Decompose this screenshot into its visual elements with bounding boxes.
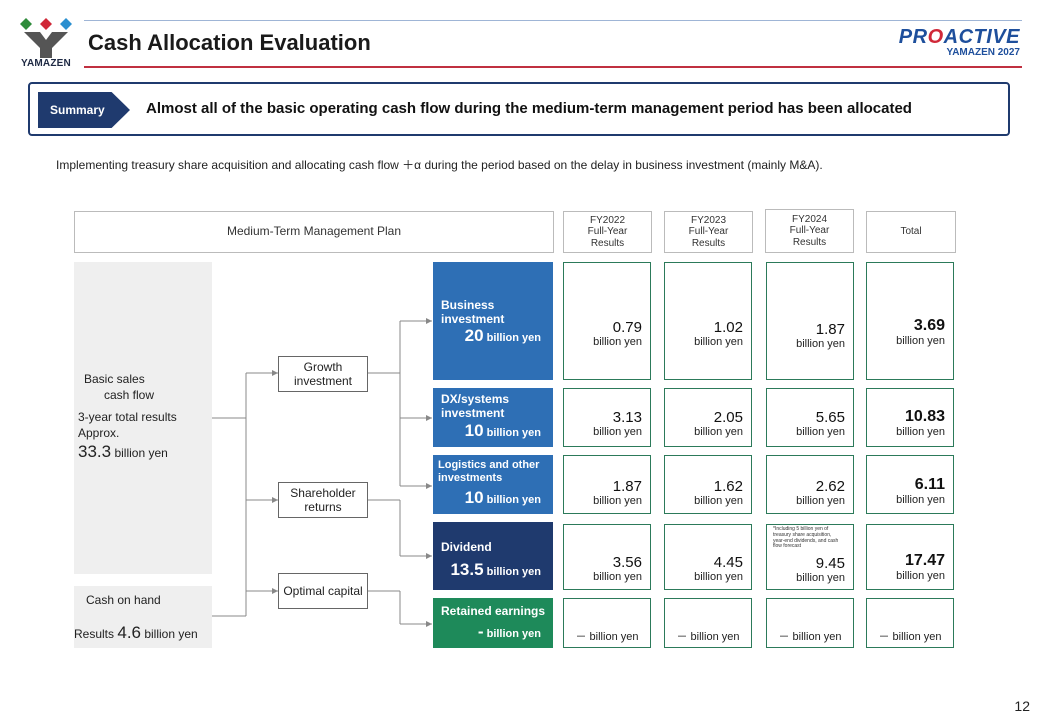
optimal-capital-box: Optimal capital bbox=[278, 573, 368, 609]
cell-retained-fy2022: － billion yen bbox=[563, 598, 651, 648]
header-fy2024: FY2024 Full-Year Results bbox=[765, 209, 854, 253]
cell-dx-total: 10.83 billion yen bbox=[866, 388, 954, 447]
cash-label: Cash on hand bbox=[86, 593, 161, 607]
page-number: 12 bbox=[1014, 698, 1030, 714]
cash-value: Results 4.6 billion yen bbox=[74, 623, 198, 642]
basic-line4: Approx. bbox=[78, 426, 120, 440]
cell-business-fy2024: 1.87 billion yen bbox=[766, 262, 854, 380]
category-retained-earnings: Retained earnings - billion yen bbox=[433, 598, 553, 648]
category-dx-systems: DX/systems investment 10 billion yen bbox=[433, 388, 553, 447]
shareholder-returns-box: Shareholder returns bbox=[278, 482, 368, 518]
category-dividend: Dividend 13.5 billion yen bbox=[433, 522, 553, 590]
cell-dividend-total: 17.47 billion yen bbox=[866, 524, 954, 590]
cell-logistics-total: 6.11 billion yen bbox=[866, 455, 954, 514]
cell-business-fy2022: 0.79 billion yen bbox=[563, 262, 651, 380]
growth-investment-box: Growth investment bbox=[278, 356, 368, 392]
brand-sub-text: YAMAZEN 2027 bbox=[946, 47, 1020, 58]
cell-dx-fy2022: 3.13 billion yen bbox=[563, 388, 651, 447]
header-fy2023: FY2023 Full-Year Results bbox=[664, 211, 753, 253]
dividend-note: *Including 5 billion yen of treasury sha… bbox=[773, 526, 839, 550]
summary-tag: Summary bbox=[38, 92, 130, 128]
header-rule-bottom bbox=[84, 66, 1022, 68]
page-title: Cash Allocation Evaluation bbox=[88, 30, 371, 55]
brand-logo: PROACTIVE YAMAZEN 2027 bbox=[880, 26, 1020, 58]
yamazen-logo-icon bbox=[20, 18, 72, 58]
cell-business-fy2023: 1.02 billion yen bbox=[664, 262, 752, 380]
brand-main-text: PROACTIVE bbox=[898, 26, 1020, 48]
cell-business-total: 3.69 billion yen bbox=[866, 262, 954, 380]
header-total: Total bbox=[866, 211, 956, 253]
cell-dividend-fy2024: *Including 5 billion yen of treasury sha… bbox=[766, 524, 854, 590]
cell-logistics-fy2022: 1.87 billion yen bbox=[563, 455, 651, 514]
cell-dx-fy2024: 5.65 billion yen bbox=[766, 388, 854, 447]
cell-logistics-fy2024: 2.62 billion yen bbox=[766, 455, 854, 514]
summary-text: Almost all of the basic operating cash f… bbox=[146, 100, 912, 117]
summary-box bbox=[28, 82, 1010, 136]
cell-retained-fy2023: － billion yen bbox=[664, 598, 752, 648]
cell-logistics-fy2023: 1.62 billion yen bbox=[664, 455, 752, 514]
basic-line3: 3-year total results bbox=[78, 410, 177, 424]
basic-total-value: 33.3 billion yen bbox=[78, 442, 168, 461]
basic-line1: Basic sales bbox=[84, 372, 145, 386]
subtitle-text: Implementing treasury share acquisition … bbox=[56, 158, 823, 172]
basic-cashflow-block bbox=[74, 262, 212, 574]
category-business-investment: Business investment 20 billion yen bbox=[433, 262, 553, 380]
logo-text: YAMAZEN bbox=[21, 58, 71, 69]
cash-on-hand-block bbox=[74, 586, 212, 648]
header-rule-top bbox=[84, 20, 1022, 21]
cell-dx-fy2023: 2.05 billion yen bbox=[664, 388, 752, 447]
cell-dividend-fy2023: 4.45 billion yen bbox=[664, 524, 752, 590]
basic-line2: cash flow bbox=[104, 388, 155, 402]
cell-retained-total: － billion yen bbox=[866, 598, 954, 648]
cell-dividend-fy2022: 3.56 billion yen bbox=[563, 524, 651, 590]
category-logistics: Logistics and other investments 10 billi… bbox=[433, 455, 553, 514]
cell-retained-fy2024: － billion yen bbox=[766, 598, 854, 648]
header-fy2022: FY2022 Full-Year Results bbox=[563, 211, 652, 253]
header-plan: Medium-Term Management Plan bbox=[74, 211, 554, 253]
